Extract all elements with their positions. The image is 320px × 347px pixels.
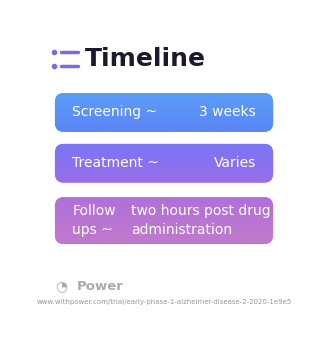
FancyBboxPatch shape [55, 144, 273, 183]
FancyBboxPatch shape [55, 93, 273, 132]
Text: Treatment ~: Treatment ~ [72, 156, 159, 170]
FancyBboxPatch shape [55, 197, 273, 244]
Text: Power: Power [77, 280, 124, 293]
Text: Screening ~: Screening ~ [72, 105, 157, 119]
Text: Follow
ups ~: Follow ups ~ [72, 204, 116, 237]
Text: 3 weeks: 3 weeks [199, 105, 256, 119]
Text: www.withpower.com/trial/early-phase-1-alzheimer-disease-2-2020-1e9e5: www.withpower.com/trial/early-phase-1-al… [36, 299, 292, 305]
Text: Varies: Varies [213, 156, 256, 170]
Text: two hours post drug
administration: two hours post drug administration [131, 204, 271, 237]
Text: ◔: ◔ [55, 279, 67, 293]
Text: Timeline: Timeline [84, 47, 206, 71]
